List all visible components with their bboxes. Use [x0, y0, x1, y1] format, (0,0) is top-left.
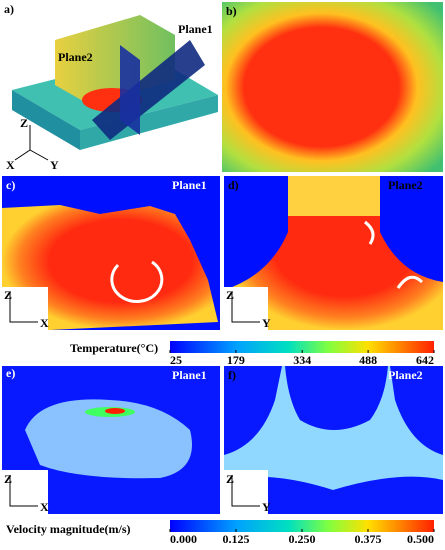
panel-label: e) — [6, 366, 15, 380]
wall-top — [288, 176, 380, 216]
inset — [224, 470, 268, 514]
axes — [231, 475, 260, 507]
colorbar-tick-label: 0.000 — [170, 532, 197, 546]
plane-label: Plane1 — [178, 22, 213, 36]
plane-label: Plane2 — [388, 178, 423, 192]
panel-d: d) Plane2 Z Y — [224, 176, 443, 330]
inset — [224, 287, 268, 330]
colorbar: Temperature(°C) 25 179 334 488 642 — [70, 341, 435, 367]
panel-label: b) — [226, 4, 237, 18]
image — [222, 2, 443, 172]
panel-c: c) Plane1 Z X — [2, 176, 220, 330]
colorbar-tick-label: 0.125 — [223, 532, 250, 546]
axis-label: Z — [226, 288, 234, 302]
axis-label: X — [40, 500, 49, 514]
colorbar-tick-label: 0.250 — [289, 532, 316, 546]
plate-side — [12, 90, 80, 150]
axis-label: Z — [226, 472, 234, 486]
colorbar-tick-label: 0.500 — [407, 532, 434, 546]
plane-label: Plane1 — [172, 178, 207, 192]
flow-arrow — [396, 275, 424, 289]
axis-label: Z — [20, 116, 28, 130]
panel-label: f) — [228, 368, 236, 382]
panel-label: a) — [4, 2, 14, 16]
colorbar-tick-label: 25 — [170, 353, 182, 367]
plane-label: Plane1 — [172, 368, 207, 382]
wall-region — [285, 366, 388, 430]
colorbar-tick-label: 334 — [293, 353, 311, 367]
plane2-shape — [120, 45, 140, 135]
flow-arrow — [364, 220, 375, 245]
colorbar: Velocity magnitude(m/s) 0.000 0.125 0.250 0… — [6, 520, 435, 546]
plane-label: Plane2 — [58, 50, 93, 64]
panel-e: e) Plane1 Z X — [2, 366, 220, 514]
plane-label: Plane2 — [388, 368, 423, 382]
axis-label: Z — [4, 288, 12, 302]
panel-a: a) Plane2 Plane1 Z X Y — [4, 2, 218, 172]
axis-label: Y — [50, 158, 59, 172]
panel-label: c) — [6, 178, 15, 192]
flow-peak — [105, 408, 125, 414]
hot-region — [224, 176, 443, 330]
colorbar-tick-label: 179 — [227, 353, 245, 367]
hot-region — [2, 205, 218, 330]
flow-region — [25, 399, 192, 479]
colorbar-tick-label: 488 — [359, 353, 377, 367]
axis-y — [29, 149, 49, 161]
axis-x — [14, 149, 31, 161]
axes — [9, 292, 38, 323]
axis-label: Z — [4, 472, 12, 486]
panel-f: f) Plane2 Z Y — [224, 366, 443, 514]
colorbar-title: Velocity magnitude(m/s) — [6, 522, 131, 536]
colorbar-tick-label: 0.375 — [355, 532, 382, 546]
axis-label: Y — [262, 316, 271, 330]
colorbar-title: Temperature(°C) — [70, 341, 158, 355]
panel-b: b) — [222, 2, 443, 172]
colorbar-tick-label: 642 — [416, 353, 434, 367]
axes — [231, 292, 260, 323]
flow-arrow — [110, 260, 164, 303]
axis-label: X — [40, 316, 49, 330]
panel-label: d) — [228, 178, 239, 192]
axes — [9, 475, 38, 507]
axis-label: X — [6, 158, 15, 172]
axis-label: Y — [262, 500, 271, 514]
